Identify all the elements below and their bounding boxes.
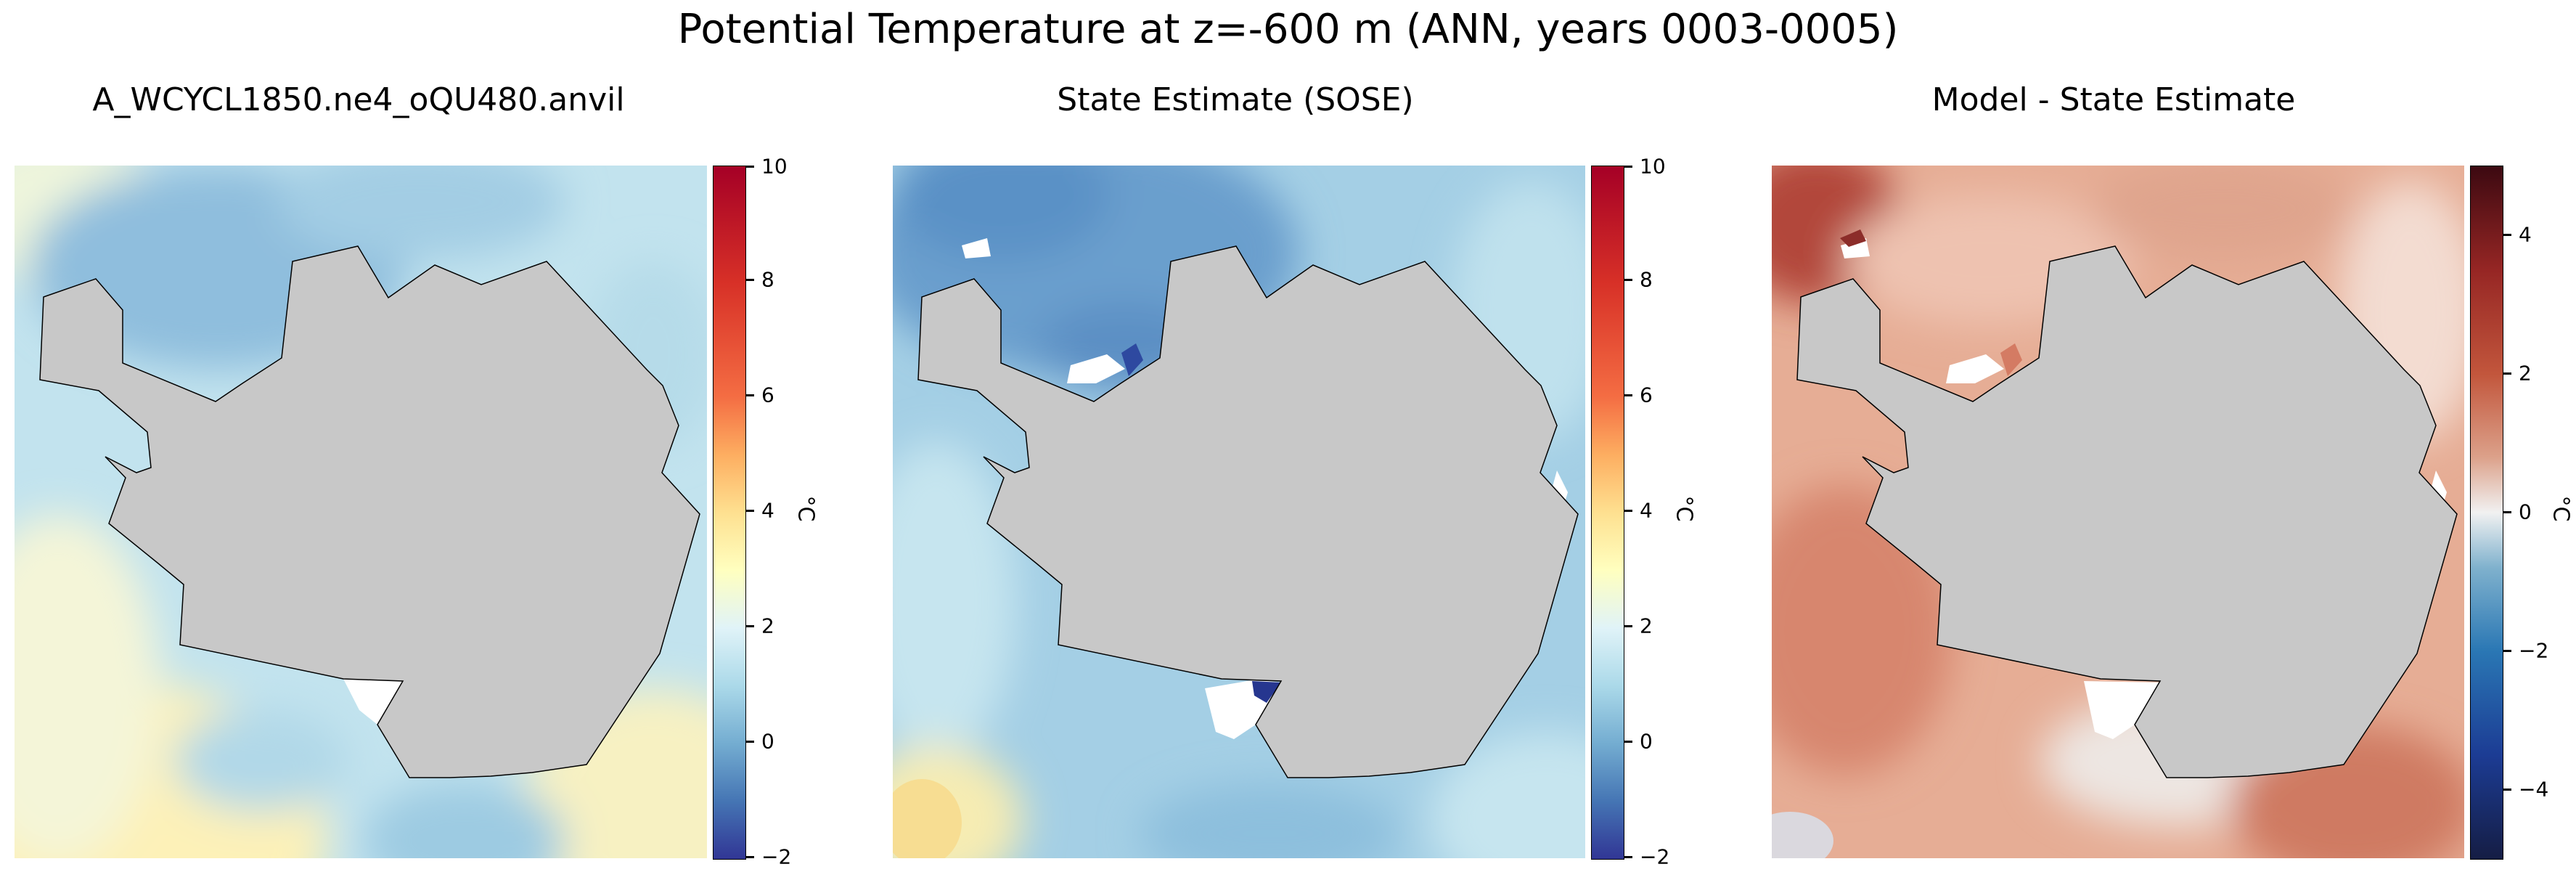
tick-mark [2503,511,2511,513]
panel-title-diff: Model - State Estimate [1931,81,2296,118]
tick-mark [745,510,754,512]
tick-label: 8 [761,267,774,292]
tick-label: 10 [761,154,788,179]
tick-label: 2 [761,614,774,638]
tick-label: 6 [761,383,774,407]
tick-label: −4 [2519,777,2549,802]
panel-title-model: A_WCYCL1850.ne4_oQU480.anvil [92,81,625,118]
tick-label: 4 [2519,222,2532,247]
tick-mark [745,856,754,858]
figure-title: Potential Temperature at z=-600 m (ANN, … [677,6,1899,53]
tick-mark [1624,279,1632,281]
colorbar-obs [1591,166,1624,860]
tick-label: 0 [2519,500,2532,524]
panel-title-obs: State Estimate (SOSE) [1057,81,1414,118]
tick-mark [2503,789,2511,791]
map-diff [1772,166,2464,858]
tick-label: −2 [1640,844,1670,869]
tick-mark [1624,394,1632,396]
tick-mark [1624,510,1632,512]
tick-mark [1624,856,1632,858]
tick-mark [2503,650,2511,652]
tick-mark [745,625,754,627]
colorbar-unit-obs: °C [1671,495,1697,522]
tick-label: 0 [761,729,774,754]
tick-mark [2503,372,2511,375]
colorbar-unit-diff: °C [2548,495,2574,522]
map-model [15,166,707,858]
tick-mark [745,279,754,281]
tick-label: −2 [761,844,792,869]
tick-label: 0 [1640,729,1653,754]
tick-label: −2 [2519,638,2549,663]
tick-label: 8 [1640,267,1653,292]
colorbar-diff [2470,166,2503,860]
map-obs [893,166,1585,858]
colorbar-model [713,166,746,860]
tick-label: 2 [2519,361,2532,386]
tick-mark [1624,625,1632,627]
tick-mark [745,394,754,396]
tick-mark [1624,166,1632,168]
tick-label: 4 [761,498,774,523]
tick-mark [745,741,754,743]
tick-label: 4 [1640,498,1653,523]
tick-label: 2 [1640,614,1653,638]
tick-mark [745,166,754,168]
tick-label: 6 [1640,383,1653,407]
tick-label: 10 [1640,154,1666,179]
tick-mark [2503,234,2511,236]
ice-shelf-cavity [343,679,403,725]
tick-mark [1624,741,1632,743]
colorbar-unit-model: °C [793,495,819,522]
